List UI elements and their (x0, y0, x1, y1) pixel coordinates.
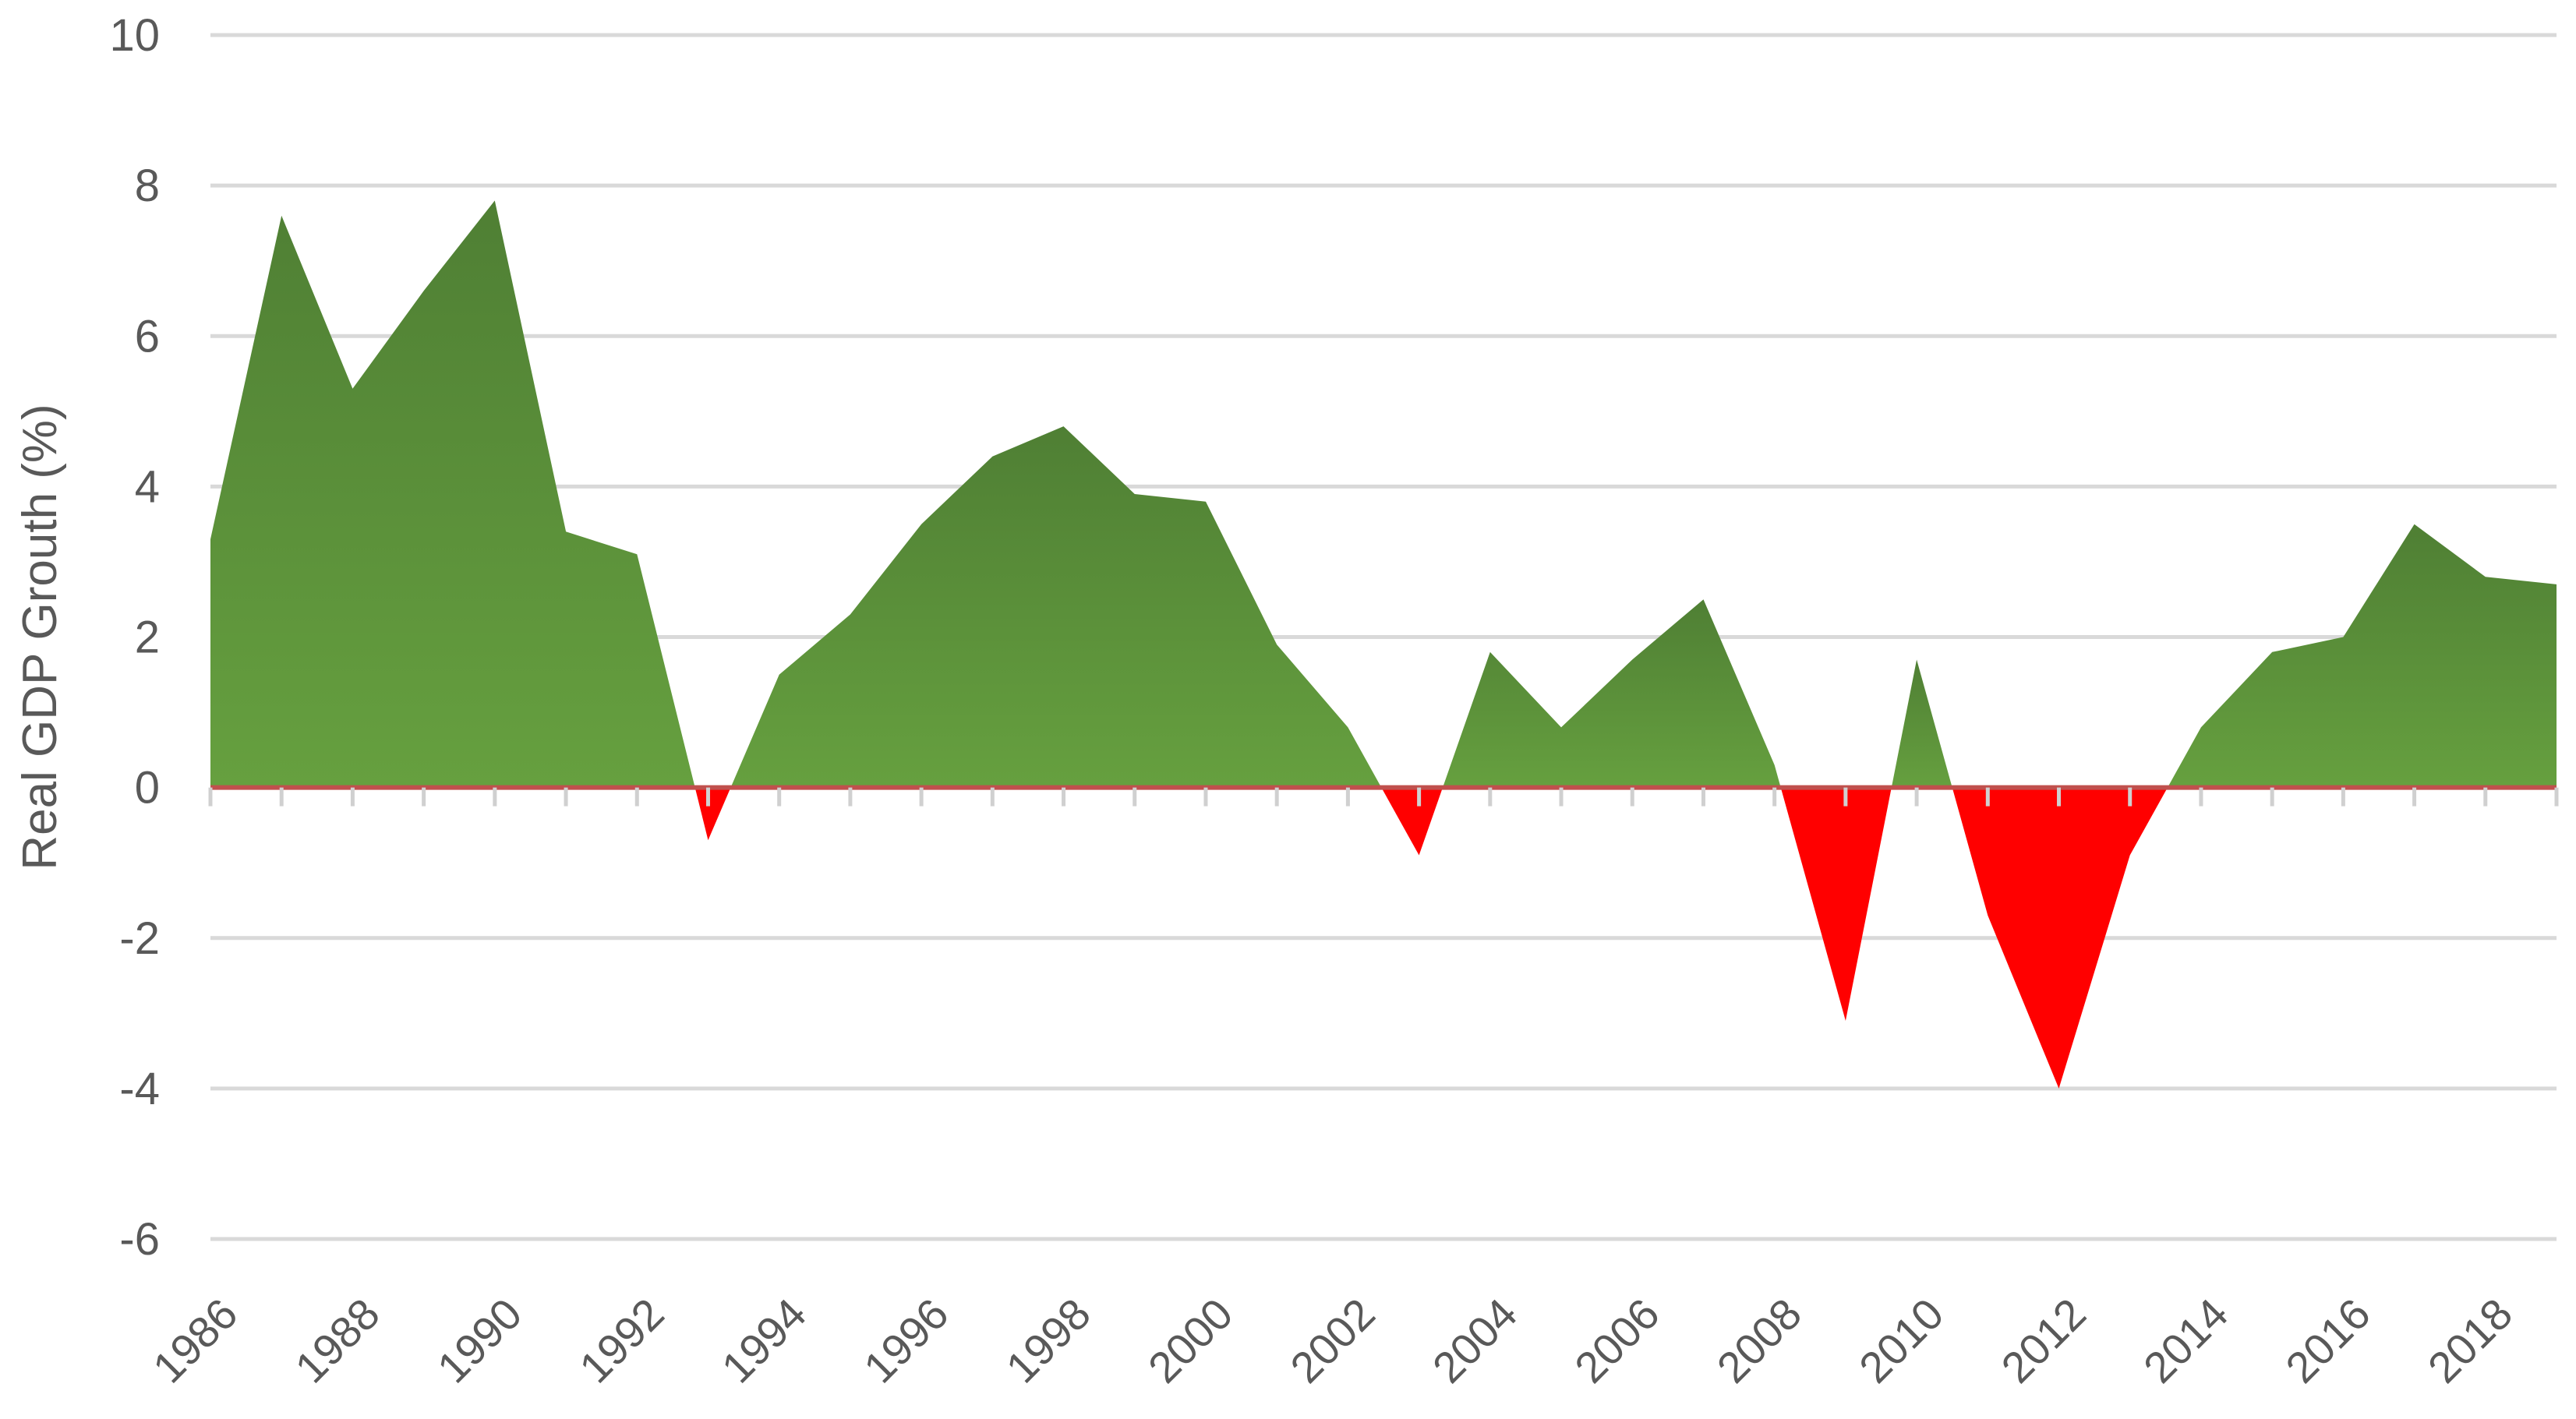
x-tick-label: 2010 (1850, 1289, 1953, 1393)
y-tick-label: -4 (119, 1064, 160, 1114)
positive-growth-area (2168, 524, 2557, 788)
negative-growth-area (1780, 787, 1892, 1021)
negative-growth-area (694, 787, 731, 841)
x-tick-labels: 1986 1988 1990 1992 1994 1996 1998 2000 2002 2004… (143, 1289, 2521, 1393)
y-tick-label: 6 (135, 311, 160, 362)
x-tick-label: 2014 (2134, 1289, 2238, 1393)
x-tick-label: 1986 (143, 1289, 247, 1393)
positive-growth-area (1891, 659, 1952, 788)
x-tick-label: 2016 (2276, 1289, 2380, 1393)
x-tick-label: 1990 (428, 1289, 532, 1393)
y-tick-labels: -6 -4 -2 0 2 4 6 8 10 (109, 10, 160, 1265)
x-tick-label: 1996 (854, 1289, 958, 1393)
data-areas (210, 200, 2557, 1089)
x-tick-label: 2002 (1281, 1289, 1384, 1393)
y-axis-title: Real GDP Grouth (%) (13, 404, 67, 870)
y-tick-label: 2 (135, 612, 160, 663)
y-tick-label: 4 (135, 461, 160, 512)
x-tick-label: 2018 (2419, 1289, 2522, 1393)
x-tick-label: 1992 (570, 1289, 673, 1393)
x-axis (208, 785, 2559, 807)
negative-growth-area (1952, 787, 2168, 1089)
y-tick-label: -6 (119, 1214, 160, 1265)
x-tick-label: 2006 (1565, 1289, 1669, 1393)
x-tick-label: 2012 (1991, 1289, 2095, 1393)
y-tick-label: 0 (135, 763, 160, 814)
x-tick-label: 1998 (996, 1289, 1100, 1393)
positive-growth-area (730, 426, 1382, 788)
y-tick-label: 10 (109, 10, 160, 61)
positive-growth-area (210, 200, 695, 788)
positive-growth-area (1443, 599, 1781, 788)
x-tick-label: 2008 (1708, 1289, 1811, 1393)
x-tick-label: 2000 (1139, 1289, 1242, 1393)
y-tick-label: 8 (135, 161, 160, 211)
x-tick-label: 1994 (712, 1289, 816, 1393)
x-tick-label: 1988 (285, 1289, 389, 1393)
negative-growth-area (1381, 787, 1443, 856)
x-tick-label: 2004 (1423, 1289, 1527, 1393)
y-tick-label: -2 (119, 913, 160, 964)
